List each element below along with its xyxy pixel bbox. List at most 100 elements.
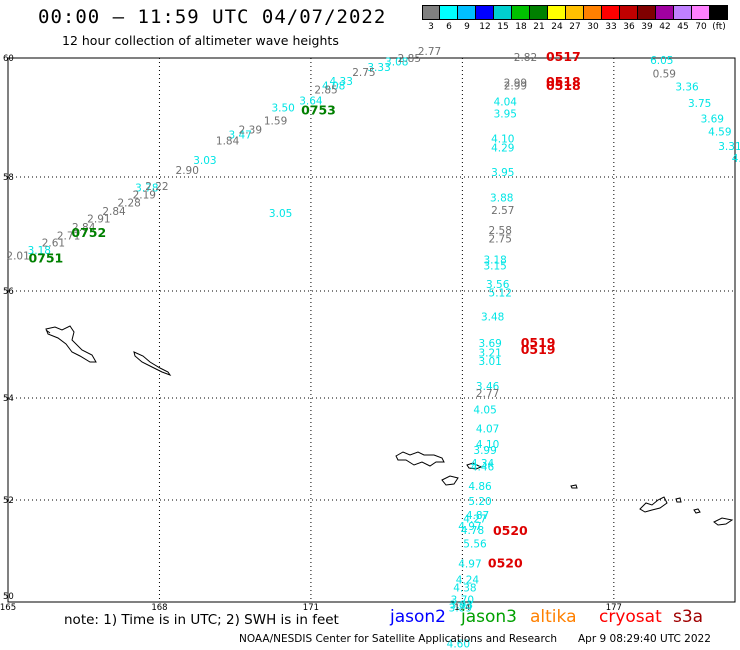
- lon-tick-label: 168: [151, 603, 167, 613]
- wave-height-label: 6.05: [650, 55, 673, 67]
- legend-swatch: [656, 5, 674, 19]
- legend-label: 18: [515, 22, 527, 32]
- wave-height-label: 2.85: [314, 85, 337, 97]
- wave-height-label: 2.90: [176, 165, 199, 177]
- wave-height-label: 4.97: [458, 559, 481, 571]
- wave-height-label: 0.59: [653, 69, 676, 81]
- footer-credit: NOAA/NESDIS Center for Satellite Applica…: [239, 633, 557, 645]
- wave-height-label: 3.05: [269, 208, 292, 220]
- unalaska-island: [395, 451, 445, 467]
- legend-label: 15: [497, 22, 509, 32]
- wave-height-label: 3.36: [675, 82, 699, 94]
- wave-height-label: 3.88: [490, 193, 513, 205]
- wave-height-label: 4.24: [456, 575, 480, 587]
- wave-height-label: 4.08: [322, 81, 345, 93]
- wave-height-label: 4.04: [494, 97, 518, 109]
- wave-height-label: 2.75: [489, 234, 512, 246]
- legend-swatch: [548, 5, 566, 19]
- pass-time-label: 0518: [546, 74, 581, 89]
- legend-label: 27: [569, 22, 581, 32]
- lat-tick-label: 56: [3, 287, 14, 297]
- wave-height-label: 5.12: [489, 287, 512, 299]
- sat-altika: altika: [530, 607, 577, 627]
- legend-frame: [422, 5, 728, 20]
- wave-height-label: 2.85: [398, 53, 421, 65]
- legend-label: (ft): [712, 22, 726, 32]
- wave-height-label: 4.07: [476, 424, 499, 436]
- wave-height-label: 3.08: [385, 57, 408, 69]
- wave-height-label: 2.99: [504, 81, 527, 93]
- lat-tick-label: 50: [3, 592, 14, 602]
- legend-label: 24: [551, 22, 563, 32]
- wave-height-label: 4.10: [476, 439, 499, 451]
- wave-height-label: 4.87: [466, 510, 489, 522]
- wave-height-label: 2.58: [489, 225, 512, 237]
- footer-note: note: 1) Time is in UTC; 2) SWH is in fe…: [64, 612, 339, 628]
- wave-height-label: 3.89: [449, 603, 472, 615]
- wave-height-label: 3.75: [688, 98, 711, 110]
- legend-swatch: [458, 5, 476, 19]
- wave-height-label: 4.97: [458, 521, 481, 533]
- wave-height-label: 3.47: [229, 129, 252, 141]
- wave-height-label: 2.77: [476, 388, 499, 400]
- legend-swatch: [584, 5, 602, 19]
- legend-label: 3: [428, 22, 434, 32]
- wave-height-label: 2.84: [72, 222, 96, 234]
- wave-height-label: 4.86: [468, 481, 492, 493]
- wave-height-label: 1.59: [264, 116, 287, 128]
- wave-height-label: 4.78: [461, 525, 484, 537]
- legend-label: 42: [659, 22, 671, 32]
- wave-height-label: 2.77: [418, 46, 441, 58]
- legend-swatch: [692, 5, 710, 19]
- legend-swatch: [602, 5, 620, 19]
- lon-tick-label: 177: [606, 603, 622, 613]
- legend-label: 39: [641, 22, 653, 32]
- wave-height-label: 4.27: [463, 514, 486, 526]
- wave-height-label: 4.33: [330, 76, 353, 88]
- pass-time-label: 0753: [301, 103, 336, 118]
- lon-tick-label: 174: [454, 603, 470, 613]
- pass-time-label: 0517: [546, 49, 581, 64]
- wave-height-label: 2.75: [352, 67, 375, 79]
- pass-time-label: 0520: [493, 523, 528, 538]
- legend-label: 45: [677, 22, 689, 32]
- legend-label: 9: [464, 22, 470, 32]
- wave-height-label: 3.31: [718, 141, 740, 153]
- legend-swatch: [620, 5, 638, 19]
- wave-height-label: 4.60: [447, 639, 470, 650]
- wave-height-label: 3.56: [486, 279, 510, 291]
- lon-tick-label: 171: [303, 603, 319, 613]
- legend-label: 36: [623, 22, 635, 32]
- wave-height-label: 4.05: [473, 404, 496, 416]
- map-frame: [7, 57, 736, 603]
- wave-height-label: 3.21: [478, 347, 501, 359]
- lat-tick-label: 58: [3, 173, 14, 183]
- wave-height-label: 3.69: [478, 338, 501, 350]
- lat-tick-label: 60: [3, 54, 14, 64]
- legend-swatch: [530, 5, 548, 19]
- pass-time-label: 0519: [521, 335, 556, 350]
- pass-time-label: 0520: [488, 556, 523, 571]
- pass-time-label: 0518: [546, 78, 581, 93]
- wave-height-label: 2.61: [42, 238, 65, 250]
- sat-jason2: jason2: [390, 607, 446, 627]
- aleutian-islet-1: [466, 462, 483, 470]
- legend-label: 30: [587, 22, 599, 32]
- legend-swatch: [566, 5, 584, 19]
- wave-height-label: 4.10: [491, 133, 514, 145]
- legend-label: 6: [446, 22, 452, 32]
- legend-swatch: [440, 5, 458, 19]
- wave-height-label: 2.82: [514, 52, 537, 64]
- legend-label: 21: [533, 22, 545, 32]
- wave-height-label: 3.99: [473, 445, 496, 457]
- legend-swatch: [422, 5, 440, 19]
- wave-height-label: 3.78: [135, 182, 158, 194]
- wave-height-label: 2.01: [6, 251, 29, 263]
- pribilof-island-a: [133, 351, 172, 377]
- wave-height-label: 4.46: [471, 461, 495, 473]
- sat-s3a: s3a: [673, 607, 704, 627]
- wave-height-label: 4.34: [471, 458, 495, 470]
- wave-height-label: 3.03: [193, 155, 216, 167]
- legend-label: 12: [479, 22, 491, 32]
